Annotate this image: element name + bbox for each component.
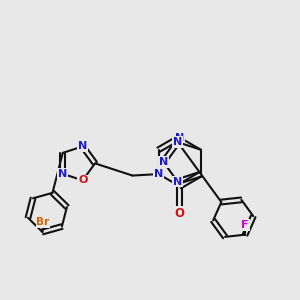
Text: O: O xyxy=(175,206,185,220)
Text: Br: Br xyxy=(37,217,50,227)
Text: F: F xyxy=(242,220,249,230)
Text: N: N xyxy=(154,169,163,179)
Text: N: N xyxy=(58,169,68,179)
Text: N: N xyxy=(175,133,184,142)
Text: N: N xyxy=(173,137,182,147)
Text: O: O xyxy=(78,175,87,185)
Text: N: N xyxy=(159,157,168,167)
Text: N: N xyxy=(78,141,87,152)
Text: N: N xyxy=(173,177,182,187)
